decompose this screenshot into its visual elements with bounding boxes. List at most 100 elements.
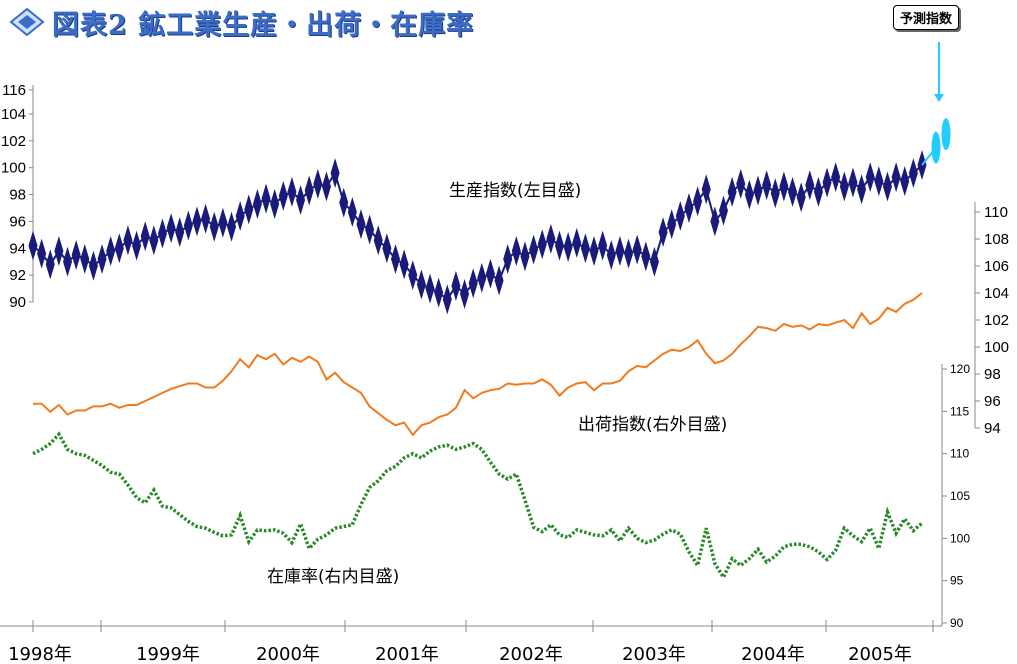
series-layer	[28, 118, 951, 581]
production-point	[373, 225, 383, 256]
production-point	[313, 168, 323, 199]
production-point	[287, 176, 297, 207]
production-point	[63, 246, 73, 277]
production-point	[460, 278, 470, 309]
production-point	[632, 234, 642, 265]
forecast-point	[941, 118, 951, 151]
production-point	[641, 241, 651, 272]
production-point	[736, 168, 746, 199]
production-point	[54, 235, 64, 266]
forecast-label: 予測指数	[893, 5, 960, 30]
production-point	[244, 194, 254, 225]
production-point	[831, 162, 841, 193]
left-tick-label: 98	[9, 187, 26, 204]
right-outer-tick-label: 110	[984, 204, 1008, 221]
production-point	[589, 235, 599, 266]
production-point	[770, 178, 780, 209]
production-point	[572, 227, 582, 258]
production-point	[813, 176, 823, 207]
production-point	[425, 273, 435, 304]
production-point	[710, 206, 720, 237]
production-point	[822, 167, 832, 198]
left-tick-label: 116	[2, 82, 26, 99]
production-point	[744, 179, 754, 210]
production-point	[865, 162, 875, 193]
production-point	[580, 233, 590, 264]
production-point	[227, 211, 237, 242]
production-point	[848, 167, 858, 198]
right-outer-tick-label: 104	[984, 285, 1009, 302]
x-tick-label: 1999年	[136, 644, 200, 664]
production-point	[132, 230, 142, 261]
production-point	[606, 240, 616, 270]
production-point	[166, 213, 176, 244]
production-point	[874, 166, 884, 197]
right-outer-tick-label: 98	[984, 366, 1001, 383]
annotation-shipment: 出荷指数(右外目盛)	[578, 415, 727, 435]
production-point	[183, 210, 193, 241]
production-point	[529, 234, 539, 265]
production-point	[649, 246, 659, 277]
production-point	[261, 183, 271, 214]
production-point	[563, 231, 573, 262]
production-point	[546, 223, 556, 254]
diamond-bullet-icon	[9, 7, 45, 37]
production-point	[477, 262, 487, 293]
x-tick-label: 2005年	[848, 644, 912, 664]
production-point	[296, 184, 306, 215]
right-inner-tick-label: 95	[950, 574, 964, 588]
production-point	[753, 175, 763, 206]
production-point	[434, 277, 444, 308]
right-outer-tick-label: 96	[984, 393, 1001, 410]
production-point	[684, 193, 694, 223]
production-point	[192, 206, 202, 237]
production-point	[779, 171, 789, 202]
production-point	[451, 270, 461, 301]
production-point	[88, 250, 98, 281]
production-point	[114, 233, 124, 264]
right-outer-tick-label: 108	[984, 231, 1009, 248]
production-point	[718, 195, 728, 226]
production-point	[157, 218, 167, 249]
production-point	[209, 211, 219, 242]
annotation-layer: 生産指数(左目盛) 出荷指数(右外目盛) 在庫率(右内目盛)	[267, 42, 944, 587]
production-point	[123, 225, 133, 256]
x-tick-label: 2001年	[375, 644, 439, 664]
production-point	[399, 249, 409, 280]
production-point	[71, 240, 81, 270]
chart-title: 図表2 鉱工業生産・出荷・在庫率	[8, 4, 475, 41]
production-point	[485, 258, 495, 289]
production-point	[762, 170, 772, 201]
production-point	[554, 230, 564, 261]
production-point	[667, 209, 677, 240]
title-text: 図表2 鉱工業生産・出荷・在庫率	[52, 9, 475, 41]
production-point	[270, 188, 280, 219]
production-point	[598, 230, 608, 261]
right-outer-tick-label: 100	[984, 339, 1009, 356]
left-tick-label: 104	[1, 106, 26, 123]
production-point	[615, 235, 625, 266]
production-point	[218, 207, 228, 238]
production-point	[416, 269, 426, 300]
x-tick-label: 1998年	[8, 644, 72, 664]
left-tick-label: 94	[9, 240, 26, 257]
inventory-ratio-line	[32, 431, 924, 581]
x-tick-label: 2003年	[622, 644, 686, 664]
production-point	[442, 284, 452, 315]
production-point	[339, 187, 349, 218]
production-point	[520, 241, 530, 272]
production-point	[391, 244, 401, 275]
production-point	[28, 230, 38, 261]
production-point	[701, 174, 711, 205]
production-point	[857, 174, 867, 205]
production-point	[693, 186, 703, 217]
production-point	[891, 162, 901, 193]
production-point	[908, 158, 918, 189]
production-point	[356, 209, 366, 240]
forecast-arrowhead-icon	[934, 94, 944, 102]
production-point	[45, 249, 55, 280]
right-inner-tick-label: 100	[950, 531, 970, 545]
forecast-point	[931, 131, 941, 164]
right-inner-tick-label: 115	[950, 404, 969, 418]
production-point	[321, 171, 331, 202]
